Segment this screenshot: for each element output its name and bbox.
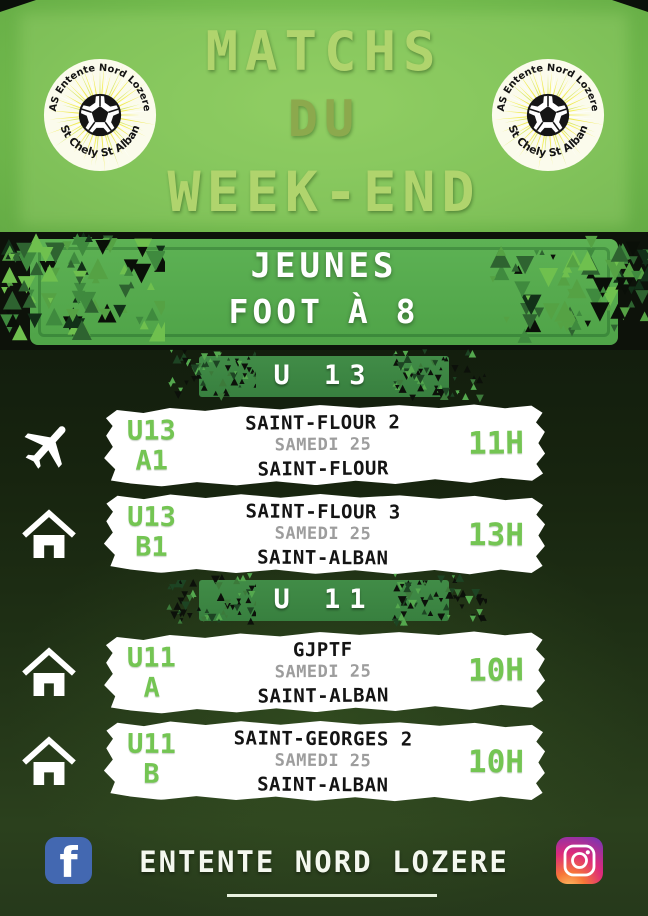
match-card: U11 B SAINT-GEORGES 2 SAMEDI 25 SAINT-AL… [104, 719, 546, 802]
title-line-weekend: WEEK-END [167, 160, 481, 224]
category-line2: FOOT À 8 [228, 292, 420, 331]
team-category: U13 [126, 415, 176, 447]
instagram-icon[interactable] [556, 837, 603, 884]
pixel-pattern-left [168, 349, 256, 401]
airplane-icon [20, 417, 78, 475]
match-venue: SAINT-ALBAN [257, 546, 389, 570]
facebook-glyph: f [59, 838, 78, 884]
team-group: A [143, 672, 160, 704]
section-banner-u13: U 13 [168, 349, 487, 403]
match-time: 13H [467, 517, 525, 554]
match-time: 11H [467, 425, 525, 462]
match-details: SAINT-FLOUR 2 SAMEDI 25 SAINT-FLOUR [199, 408, 448, 483]
match-row: U11 A GJPTF SAMEDI 25 SAINT-ALBAN 10H [0, 632, 648, 712]
match-time: 10H [467, 744, 525, 781]
club-logo-right: AS Entente Nord Lozere St Chely St Alban [489, 56, 607, 174]
opponent-name: SAINT-FLOUR 3 [245, 500, 401, 524]
section-title: U 11 [273, 584, 375, 615]
team-code: U13 A1 [104, 416, 200, 477]
pixel-pattern-left [166, 573, 256, 625]
match-row: U11 B SAINT-GEORGES 2 SAMEDI 25 SAINT-AL… [0, 721, 648, 801]
section-banner-u11: U 11 [166, 573, 487, 628]
opponent-name: GJPTF [292, 638, 353, 662]
pixel-pattern-right [392, 349, 487, 403]
team-group: B [143, 758, 160, 790]
header: MATCHS DU WEEK-END AS Entente Nord Lozer… [0, 0, 648, 232]
category-line1: JEUNES [250, 246, 398, 286]
club-name-underline [227, 894, 437, 897]
match-date: SAMEDI 25 [274, 661, 372, 683]
match-venue: SAINT-ALBAN [257, 773, 389, 797]
match-date: SAMEDI 25 [274, 434, 372, 456]
team-code: U13 B1 [104, 502, 199, 563]
torn-corner-left [0, 0, 36, 12]
match-row: U13 A1 SAINT-FLOUR 2 SAMEDI 25 SAINT-FLO… [0, 405, 648, 485]
title-line-du: DU [287, 90, 361, 148]
home-icon [20, 733, 78, 791]
opponent-name: SAINT-GEORGES 2 [233, 727, 413, 751]
pixel-pattern-right [392, 573, 487, 628]
match-venue: SAINT-FLOUR [257, 457, 389, 481]
match-details: SAINT-GEORGES 2 SAMEDI 25 SAINT-ALBAN [199, 724, 447, 798]
section-title: U 13 [273, 360, 375, 391]
opponent-name: SAINT-FLOUR 2 [245, 411, 401, 435]
match-details: SAINT-FLOUR 3 SAMEDI 25 SAINT-ALBAN [199, 497, 447, 571]
match-card: U13 B1 SAINT-FLOUR 3 SAMEDI 25 SAINT-ALB… [104, 492, 546, 575]
match-card: U11 A GJPTF SAMEDI 25 SAINT-ALBAN 10H [104, 630, 546, 714]
team-category: U13 [127, 501, 177, 533]
club-crest-icon: AS Entente Nord Lozere St Chely St Alban [491, 58, 605, 172]
team-code: U11 A [104, 643, 200, 704]
club-name: ENTENTE NORD LOZERE [139, 845, 509, 879]
title-line-matchs: MATCHS [205, 20, 443, 83]
triangle-pattern-right [489, 234, 648, 343]
category-band: JEUNES FOOT À 8 [0, 232, 648, 350]
club-logo-left: AS Entente Nord Lozere St Chely St Alban [41, 56, 159, 174]
team-code: U11 B [104, 729, 199, 790]
triangle-pattern-left [0, 232, 165, 342]
match-row: U13 B1 SAINT-FLOUR 3 SAMEDI 25 SAINT-ALB… [0, 494, 648, 574]
match-card: U13 A1 SAINT-FLOUR 2 SAMEDI 25 SAINT-FLO… [104, 403, 546, 487]
torn-corner-right [612, 0, 648, 12]
home-icon [20, 506, 78, 564]
match-date: SAMEDI 25 [274, 750, 372, 772]
club-crest-icon: AS Entente Nord Lozere St Chely St Alban [43, 58, 157, 173]
match-date: SAMEDI 25 [274, 523, 372, 545]
team-group: B1 [135, 531, 168, 563]
team-category: U11 [127, 728, 177, 760]
match-venue: SAINT-ALBAN [257, 684, 389, 708]
facebook-icon[interactable]: f [45, 837, 92, 884]
match-details: GJPTF SAMEDI 25 SAINT-ALBAN [199, 635, 448, 710]
footer: f ENTENTE NORD LOZERE [0, 830, 648, 916]
team-category: U11 [126, 642, 176, 674]
team-group: A1 [135, 445, 169, 477]
match-time: 10H [467, 652, 525, 689]
home-icon [20, 644, 78, 702]
